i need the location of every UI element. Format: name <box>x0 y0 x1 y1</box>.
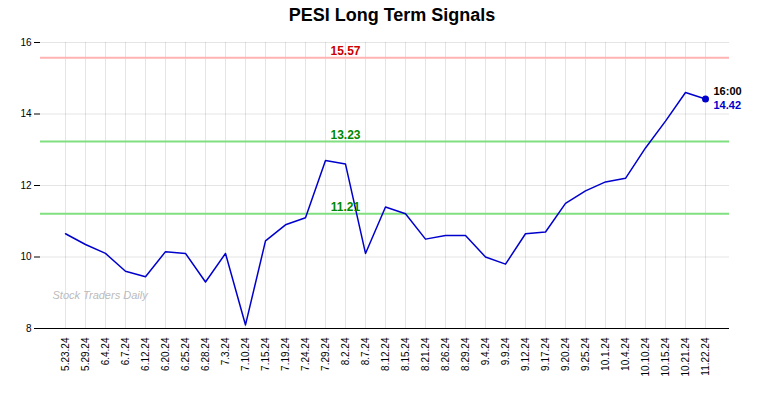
svg-text:11.22.24: 11.22.24 <box>700 337 711 376</box>
svg-text:7.24.24: 7.24.24 <box>300 337 311 371</box>
svg-text:8.26.24: 8.26.24 <box>440 337 451 371</box>
svg-text:10.10.24: 10.10.24 <box>640 337 651 376</box>
svg-text:14.42: 14.42 <box>714 99 742 111</box>
svg-text:6.25.24: 6.25.24 <box>180 337 191 371</box>
svg-text:14: 14 <box>20 108 32 119</box>
svg-text:5.29.24: 5.29.24 <box>80 337 91 371</box>
svg-text:16: 16 <box>20 37 32 48</box>
svg-text:7.19.24: 7.19.24 <box>280 337 291 371</box>
svg-text:5.23.24: 5.23.24 <box>60 337 71 371</box>
svg-text:10.1.24: 10.1.24 <box>600 337 611 371</box>
svg-text:9.4.24: 9.4.24 <box>480 337 491 365</box>
svg-text:10.4.24: 10.4.24 <box>620 337 631 371</box>
svg-text:6.7.24: 6.7.24 <box>120 337 131 365</box>
svg-text:15.57: 15.57 <box>330 44 360 58</box>
svg-text:6.4.24: 6.4.24 <box>100 337 111 365</box>
svg-text:Stock Traders Daily: Stock Traders Daily <box>53 289 150 301</box>
svg-text:8.2.24: 8.2.24 <box>340 337 351 365</box>
svg-text:8: 8 <box>26 323 32 334</box>
svg-text:9.12.24: 9.12.24 <box>520 337 531 371</box>
svg-text:8.21.24: 8.21.24 <box>420 337 431 371</box>
svg-text:7.29.24: 7.29.24 <box>320 337 331 371</box>
svg-text:10: 10 <box>20 251 32 262</box>
html-text:PESI Long Term Signals: PESI Long Term Signals <box>288 5 496 25</box>
svg-text:6.28.24: 6.28.24 <box>200 337 211 371</box>
svg-text:9.25.24: 9.25.24 <box>580 337 591 371</box>
svg-text:7.3.24: 7.3.24 <box>220 337 231 365</box>
svg-text:16:00: 16:00 <box>714 85 742 97</box>
svg-text:9.9.24: 9.9.24 <box>500 337 511 365</box>
svg-text:10.21.24: 10.21.24 <box>680 337 691 376</box>
svg-text:8.29.24: 8.29.24 <box>460 337 471 371</box>
svg-text:9.20.24: 9.20.24 <box>560 337 571 371</box>
svg-text:10.15.24: 10.15.24 <box>660 337 671 376</box>
svg-text:7.15.24: 7.15.24 <box>260 337 271 371</box>
svg-text:11.21: 11.21 <box>331 200 361 214</box>
svg-text:8.15.24: 8.15.24 <box>400 337 411 371</box>
svg-text:9.17.24: 9.17.24 <box>540 337 551 371</box>
svg-text:6.12.24: 6.12.24 <box>140 337 151 371</box>
svg-text:7.10.24: 7.10.24 <box>240 337 251 371</box>
svg-text:8.7.24: 8.7.24 <box>360 337 371 365</box>
svg-text:6.20.24: 6.20.24 <box>160 337 171 371</box>
svg-text:8.12.24: 8.12.24 <box>380 337 391 371</box>
svg-text:13.23: 13.23 <box>330 128 360 142</box>
svg-text:12: 12 <box>20 180 32 191</box>
